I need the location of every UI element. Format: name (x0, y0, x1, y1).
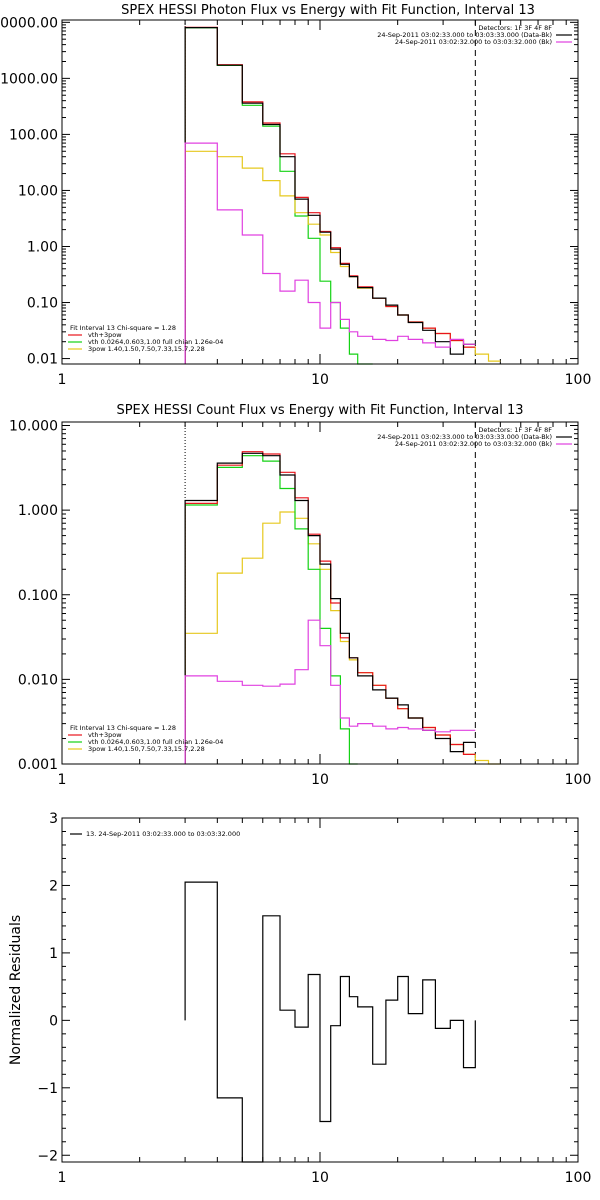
y-tick-label: 10.00 (18, 183, 58, 199)
photon-chart-title: SPEX HESSI Photon Flux vs Energy with Fi… (121, 3, 535, 18)
photon-plot-frame (61, 19, 579, 365)
y-tick-label: −1 (37, 1081, 58, 1097)
y-tick-label: 1.000 (18, 503, 58, 519)
residuals-y-ticks: 3 2 1 0 −1 −2 (37, 811, 578, 1164)
legend-left-label: vth+3pow (88, 731, 122, 739)
legend-right-label: 24-Sep-2011 03:02:32.000 to 03:03:32.000… (395, 38, 552, 46)
legend-left-label: vth 0.0264,0.603,1.00 full chian 1.26e-0… (88, 738, 223, 746)
x-tick-label: 100 (565, 772, 592, 788)
y-tick-label: 0.010 (18, 672, 58, 688)
count-plot-frame (61, 421, 579, 765)
legend-right-label: Detectors: 1F 3F 4F 8F (478, 24, 552, 32)
y-tick-label: 0.01 (27, 352, 58, 368)
legend-left-label: 3pow 1.40,1.50,7.50,7.33,15.7,2.28 (88, 745, 205, 753)
series-bk (184, 142, 476, 364)
x-tick-label: 10 (311, 772, 329, 788)
residuals-y-axis-label: Normalized Residuals (8, 915, 24, 1065)
y-tick-label: 1.00 (27, 239, 58, 255)
y-tick-label: 3 (49, 811, 58, 827)
x-tick-label: 1 (58, 772, 67, 788)
photon-flux-panel: SPEX HESSI Photon Flux vs Energy with Fi… (0, 3, 591, 388)
y-tick-label: 0.001 (18, 757, 58, 773)
count-flux-panel: SPEX HESSI Count Flux vs Energy with Fit… (9, 403, 591, 788)
count-chart-title: SPEX HESSI Count Flux vs Energy with Fit… (116, 403, 523, 418)
series-3pow (184, 150, 501, 364)
y-tick-label: 1000.00 (0, 71, 58, 87)
residuals-plot-frame (61, 817, 579, 1163)
residuals-x-ticks: 1 10 100 (58, 818, 592, 1186)
x-tick-label: 1 (58, 1170, 67, 1186)
residuals-legend-left: 13. 24-Sep-2011 03:02:33.000 to 03:03:32… (70, 830, 240, 838)
legend-right-label: Detectors: 1F 3F 4F 8F (478, 426, 552, 434)
legend-right-label: 24-Sep-2011 03:02:32.000 to 03:03:32.000… (395, 440, 552, 448)
legend-right-label: 24-Sep-2011 03:02:33.000 to 03:03:33.000… (377, 31, 552, 39)
count-y-ticks: 10.000 1.000 0.100 0.010 0.001 (9, 419, 578, 773)
series-data (184, 27, 476, 364)
series-vth (184, 27, 373, 365)
count-legend-left: Fit Interval 13 Chi-square = 1.28vth+3po… (68, 724, 223, 753)
y-tick-label: 1 (49, 946, 58, 962)
x-tick-label: 10 (311, 1170, 329, 1186)
x-tick-label: 1 (58, 372, 67, 388)
legend-left-label: Fit Interval 13 Chi-square = 1.28 (70, 724, 176, 732)
series-data (184, 881, 476, 1163)
y-tick-label: 10000.00 (0, 15, 58, 31)
series-vth (184, 455, 358, 765)
legend-left-label: vth+3pow (88, 331, 122, 339)
x-tick-label: 100 (565, 1170, 592, 1186)
legend-left-label: Fit Interval 13 Chi-square = 1.28 (70, 324, 176, 332)
count-series (184, 451, 501, 765)
y-tick-label: 0 (49, 1013, 58, 1029)
x-tick-label: 100 (565, 372, 592, 388)
photon-y-ticks: 10000.00 1000.00 100.00 10.00 1.00 0.10 0.01 (0, 15, 578, 368)
legend-left-label: 3pow 1.40,1.50,7.50,7.33,15.7,2.28 (88, 345, 205, 353)
legend-right-label: 24-Sep-2011 03:02:33.000 to 03:03:33.000… (377, 433, 552, 441)
y-tick-label: 0.10 (27, 296, 58, 312)
photon-legend-left: Fit Interval 13 Chi-square = 1.28vth+3po… (68, 324, 223, 353)
y-tick-label: 100.00 (9, 127, 58, 143)
photon-x-ticks: 1 10 100 (58, 20, 592, 388)
photon-series (184, 26, 501, 365)
y-tick-label: 2 (49, 878, 58, 894)
series-bk (184, 619, 476, 764)
count-x-ticks: 1 10 100 (58, 422, 592, 788)
x-tick-label: 10 (311, 372, 329, 388)
legend-left-label: 13. 24-Sep-2011 03:02:33.000 to 03:03:32… (86, 830, 240, 838)
y-tick-label: 10.000 (9, 419, 58, 435)
y-tick-label: −2 (37, 1148, 58, 1164)
legend-left-label: vth 0.0264,0.603,1.00 full chian 1.26e-0… (88, 338, 223, 346)
residuals-series (184, 881, 476, 1163)
y-tick-label: 0.100 (18, 588, 58, 604)
